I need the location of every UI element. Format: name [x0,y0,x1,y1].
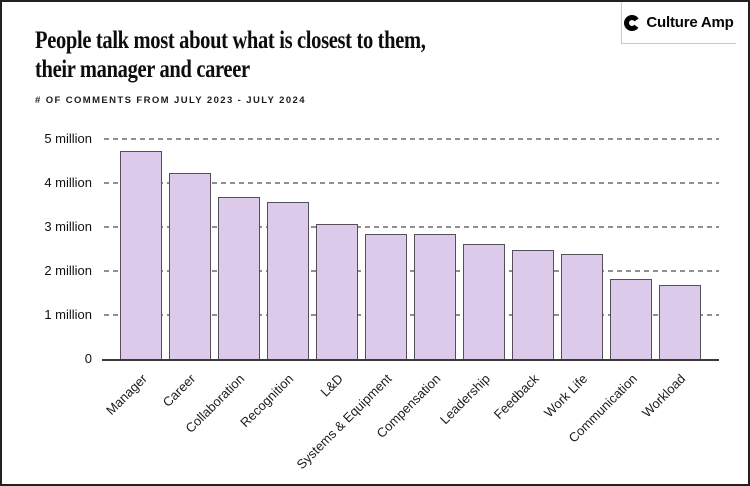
gridline-1m [104,314,719,316]
brand-name: Culture Amp [646,14,734,31]
x-axis-label-work-life: Work Life [541,371,591,421]
bar-leadership [463,244,505,359]
gridline-2m [104,270,719,272]
y-axis-tick-label: 5 million [44,131,92,146]
y-axis-tick-label: 3 million [44,219,92,234]
chart-subtitle: # OF COMMENTS FROM JULY 2023 - JULY 2024 [35,95,306,106]
bar-recognition [267,201,309,359]
bar-collaboration [218,197,260,359]
bar-manager [120,151,162,359]
bar-work-life [561,254,603,359]
culture-amp-logo: Culture Amp [621,2,736,44]
bar-feedback [512,250,554,359]
bar-systems-equipment [365,234,407,359]
y-axis-tick-label: 4 million [44,175,92,190]
gridline-5m [104,138,719,140]
y-axis-tick-label: 1 million [44,307,92,322]
bar-l-d [316,224,358,359]
x-axis-label-workload: Workload [639,371,689,421]
page-title: People talk most about what is closest t… [35,26,426,84]
bar-communication [610,279,652,359]
bar-compensation [414,234,456,359]
culture-amp-c-icon [624,14,641,31]
gridline-4m [104,182,719,184]
plot-area [102,138,719,361]
x-axis-label-feedback: Feedback [490,371,542,422]
y-axis-tick-label: 2 million [44,263,92,278]
title-line-1: People talk most about what is closest t… [35,27,426,54]
x-axis-label-l-d: L&D [317,371,346,400]
bar-career [169,173,211,359]
title-line-2: their manager and career [35,56,250,83]
bar-workload [659,285,701,359]
x-axis-label-leadership: Leadership [436,371,493,428]
gridline-3m [104,226,719,228]
x-axis-label-manager: Manager [102,371,150,418]
y-axis-tick-label: 0 [84,351,92,366]
x-axis-label-career: Career [159,371,199,410]
x-axis-label-systems-equipment: Systems & Equipment [293,371,395,473]
